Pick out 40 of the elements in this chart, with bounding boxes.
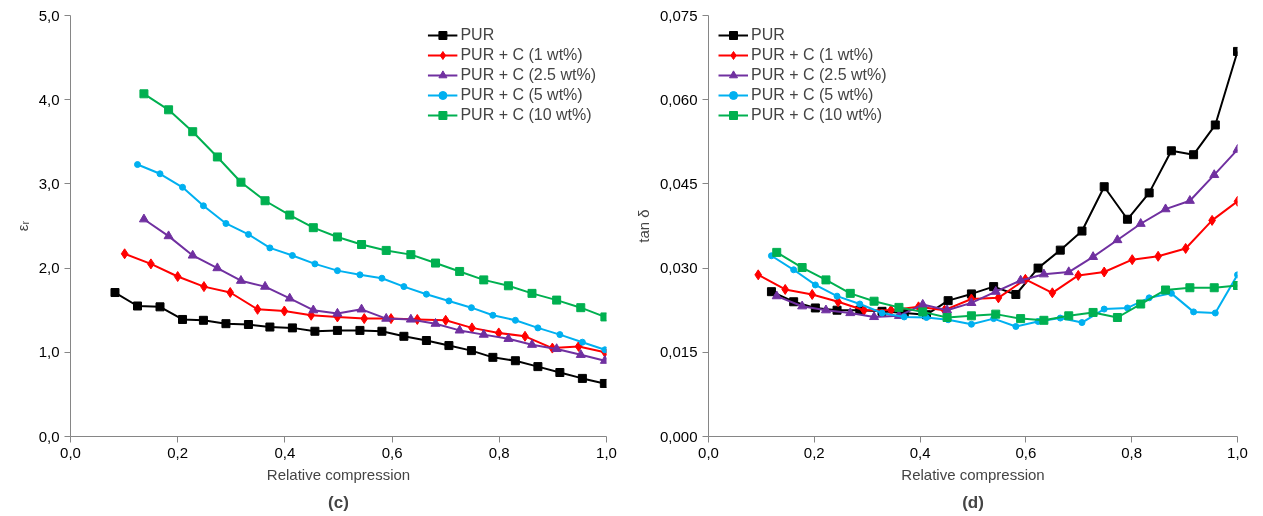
y-axis-title: tan δ <box>634 209 652 243</box>
legend-label: PUR + C (1 wt%) <box>460 46 583 64</box>
x-tick-label: 0,4 <box>909 443 931 461</box>
x-tick-label: 1,0 <box>596 443 617 461</box>
x-tick-label: 1,0 <box>1227 443 1248 461</box>
legend-label: PUR <box>751 26 785 44</box>
y-tick-label: 0,075 <box>659 6 698 24</box>
y-tick-label: 1,0 <box>38 343 60 361</box>
x-axis-title: Relative compression <box>901 465 1045 483</box>
x-tick-label: 0,6 <box>1015 443 1037 461</box>
text: (c) <box>328 492 349 512</box>
legend-label: PUR + C (10 wt%) <box>751 106 883 124</box>
legend-label: PUR + C (1 wt%) <box>751 46 874 64</box>
y-tick-label: 0,060 <box>659 90 698 108</box>
x-tick-label: 0,0 <box>60 443 81 461</box>
legend-label: PUR <box>460 26 495 44</box>
legend-label: PUR + C (5 wt%) <box>460 86 583 104</box>
text: (d) <box>962 492 984 512</box>
x-tick-label: 0,6 <box>381 443 403 461</box>
legend-label: PUR + C (2.5 wt%) <box>751 66 887 84</box>
y-tick-label: 4,0 <box>38 90 60 108</box>
y-tick-label: 0,045 <box>659 174 698 192</box>
y-tick-label: 0,000 <box>659 427 698 445</box>
legend-label: PUR + C (2.5 wt%) <box>460 66 596 84</box>
x-tick-label: 0,4 <box>274 443 296 461</box>
y-tick-label: 3,0 <box>38 174 60 192</box>
y-tick-label: 0,030 <box>659 259 698 277</box>
y-tick-label: 0,0 <box>38 427 60 445</box>
x-tick-label: 0,0 <box>698 443 719 461</box>
y-tick-label: 5,0 <box>38 6 60 24</box>
x-axis-title: Relative compression <box>266 465 411 483</box>
x-tick-label: 0,8 <box>1121 443 1143 461</box>
x-tick-label: 0,8 <box>488 443 510 461</box>
y-tick-label: 0,015 <box>659 343 698 361</box>
x-tick-label: 0,2 <box>167 443 189 461</box>
y-axis-title: εᵣ <box>13 220 31 232</box>
y-tick-label: 2,0 <box>38 259 60 277</box>
x-tick-label: 0,2 <box>803 443 825 461</box>
legend-label: PUR + C (5 wt%) <box>751 86 874 104</box>
legend-label: PUR + C (10 wt%) <box>460 106 592 124</box>
